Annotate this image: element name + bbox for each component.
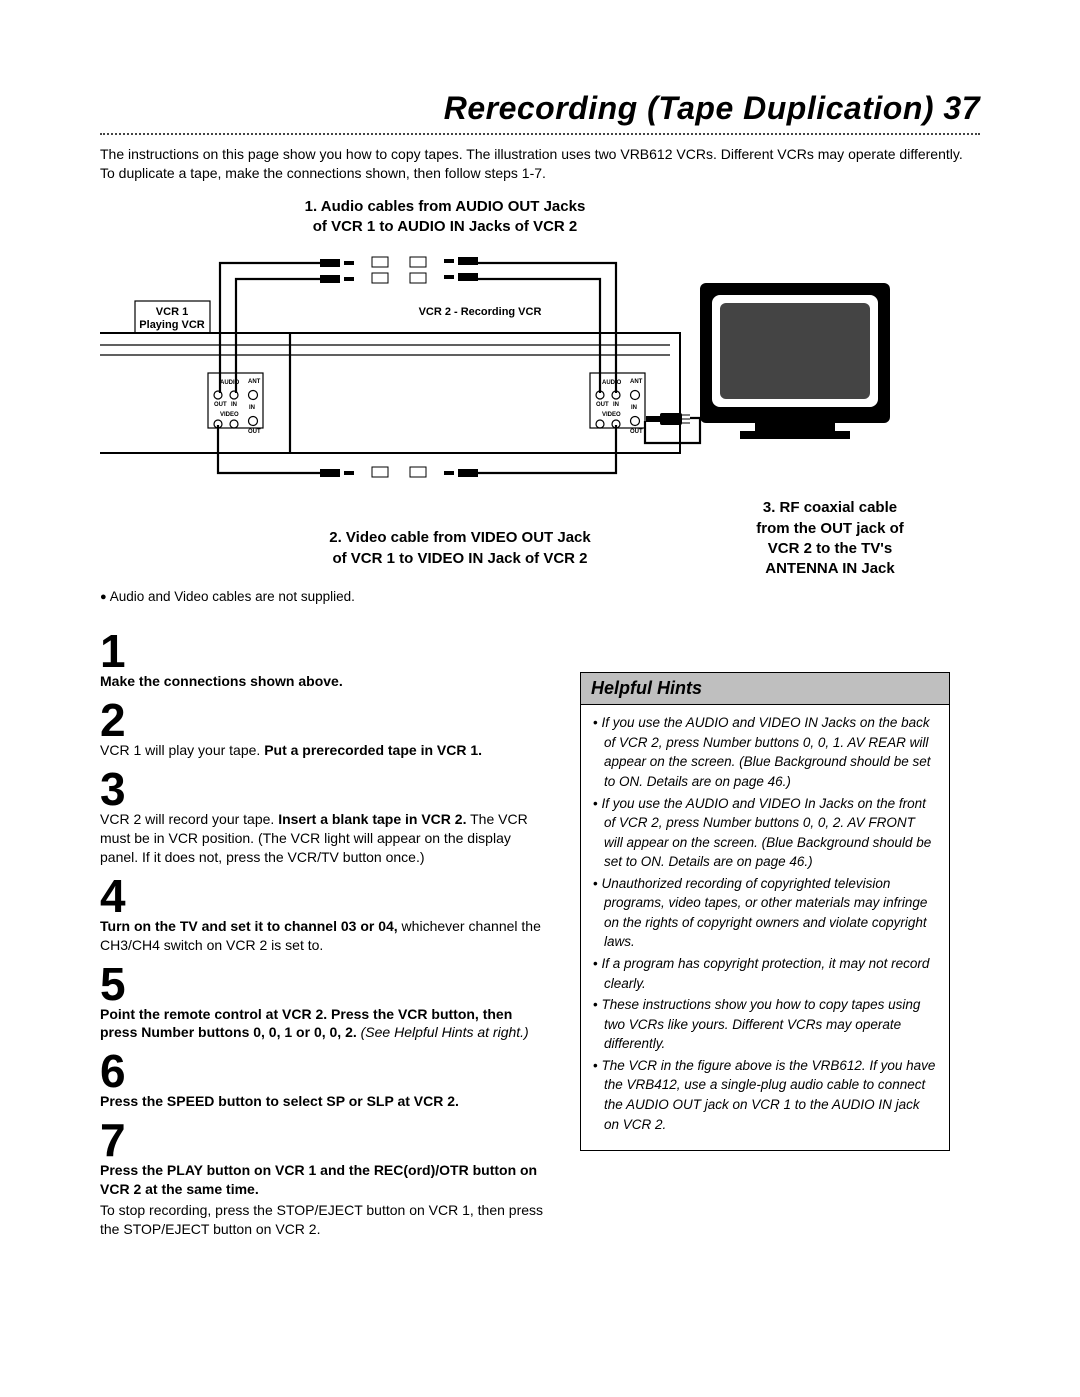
connection-diagram: VCR 1 Playing VCR VCR 2 - Recording VCR … — [100, 243, 980, 490]
steps-column: 1 Make the connections shown above. 2 VC… — [100, 622, 550, 1240]
svg-text:VIDEO: VIDEO — [220, 412, 239, 418]
vcr2-label: VCR 2 - Recording VCR — [419, 306, 542, 318]
hints-title: Helpful Hints — [581, 673, 949, 705]
caption-rf-coax: 3. RF coaxial cable from the OUT jack of… — [710, 498, 950, 579]
caption3-l2: from the OUT jack of — [756, 520, 904, 537]
svg-text:OUT: OUT — [248, 429, 261, 435]
step-1-body: Make the connections shown above. — [100, 672, 550, 691]
svg-text:ANT: ANT — [248, 379, 261, 385]
hint-item: If you use the AUDIO and VIDEO In Jacks … — [593, 794, 937, 872]
caption2-l2: of VCR 1 to VIDEO IN Jack of VCR 2 — [332, 550, 587, 567]
step-7-after: To stop recording, press the STOP/EJECT … — [100, 1201, 550, 1239]
caption2-l1: 2. Video cable from VIDEO OUT Jack — [329, 529, 590, 546]
hint-item: The VCR in the figure above is the VRB61… — [593, 1056, 937, 1134]
step-3-num: 3 — [100, 766, 550, 812]
vcr1-label-2: Playing VCR — [139, 319, 204, 331]
step-5-body: Point the remote control at VCR 2. Press… — [100, 1005, 550, 1043]
header-divider — [100, 133, 980, 135]
intro-text: The instructions on this page show you h… — [100, 145, 980, 183]
svg-text:IN: IN — [249, 405, 255, 411]
step-2-num: 2 — [100, 697, 550, 743]
hint-item: If you use the AUDIO and VIDEO IN Jacks … — [593, 713, 937, 791]
supply-note: Audio and Video cables are not supplied. — [100, 589, 980, 604]
step-1-num: 1 — [100, 628, 550, 674]
caption3-l1: 3. RF coaxial cable — [763, 499, 897, 516]
step-3-body: VCR 2 will record your tape. Insert a bl… — [100, 810, 550, 867]
page-title: Rerecording (Tape Duplication) 37 — [100, 90, 980, 127]
step-5-num: 5 — [100, 961, 550, 1007]
svg-text:AUDIO: AUDIO — [602, 380, 622, 386]
step-7-body: Press the PLAY button on VCR 1 and the R… — [100, 1161, 550, 1199]
svg-text:IN: IN — [631, 405, 637, 411]
caption-video-cable: 2. Video cable from VIDEO OUT Jack of VC… — [240, 528, 680, 579]
caption3-l4: ANTENNA IN Jack — [765, 560, 894, 577]
svg-text:ANT: ANT — [630, 379, 643, 385]
svg-text:VIDEO: VIDEO — [602, 412, 621, 418]
caption1-l1: 1. Audio cables from AUDIO OUT Jacks — [305, 198, 586, 215]
step-6-body: Press the SPEED button to select SP or S… — [100, 1092, 550, 1111]
step-4-body: Turn on the TV and set it to channel 03 … — [100, 917, 550, 955]
hint-item: Unauthorized recording of copyrighted te… — [593, 874, 937, 952]
svg-text:OUT: OUT — [214, 402, 227, 408]
hints-column: Helpful Hints If you use the AUDIO and V… — [580, 672, 950, 1240]
step-4-num: 4 — [100, 873, 550, 919]
caption-audio-cables: 1. Audio cables from AUDIO OUT Jacks of … — [230, 197, 660, 238]
caption3-l3: VCR 2 to the TV's — [768, 540, 892, 557]
svg-text:IN: IN — [613, 402, 619, 408]
svg-text:IN: IN — [231, 402, 237, 408]
hint-item: If a program has copyright protection, i… — [593, 954, 937, 993]
svg-text:OUT: OUT — [630, 429, 643, 435]
step-7-num: 7 — [100, 1117, 550, 1163]
vcr1-label-1: VCR 1 — [156, 306, 188, 318]
hints-box: Helpful Hints If you use the AUDIO and V… — [580, 672, 950, 1151]
svg-text:OUT: OUT — [596, 402, 609, 408]
hint-item: These instructions show you how to copy … — [593, 995, 937, 1054]
caption1-l2: of VCR 1 to AUDIO IN Jacks of VCR 2 — [313, 218, 578, 235]
step-2-body: VCR 1 will play your tape. Put a prereco… — [100, 741, 550, 760]
step-6-num: 6 — [100, 1048, 550, 1094]
